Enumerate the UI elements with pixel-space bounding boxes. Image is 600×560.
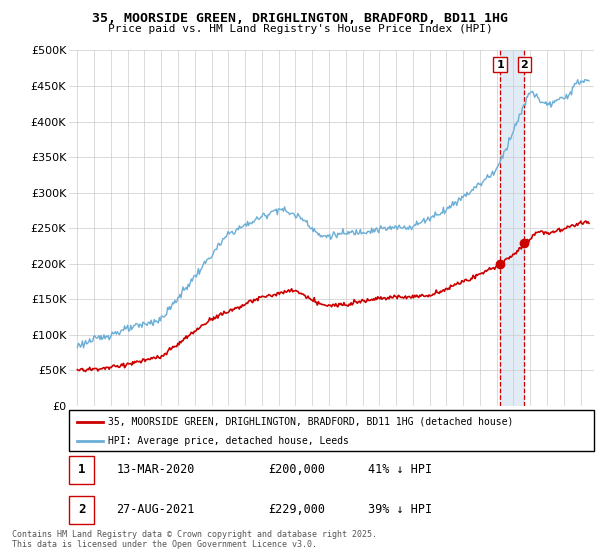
Text: Price paid vs. HM Land Registry's House Price Index (HPI): Price paid vs. HM Land Registry's House … (107, 24, 493, 34)
Bar (69, 496, 94, 524)
Bar (500, 50, 524, 406)
Bar (69, 456, 94, 484)
Text: 2: 2 (78, 503, 85, 516)
Text: 35, MOORSIDE GREEN, DRIGHLINGTON, BRADFORD, BD11 1HG (detached house): 35, MOORSIDE GREEN, DRIGHLINGTON, BRADFO… (109, 417, 514, 427)
Text: HPI: Average price, detached house, Leeds: HPI: Average price, detached house, Leed… (109, 436, 349, 446)
Text: £229,000: £229,000 (269, 503, 325, 516)
Text: 27-AUG-2021: 27-AUG-2021 (116, 503, 194, 516)
Text: 13-MAR-2020: 13-MAR-2020 (116, 463, 194, 477)
Text: 35, MOORSIDE GREEN, DRIGHLINGTON, BRADFORD, BD11 1HG: 35, MOORSIDE GREEN, DRIGHLINGTON, BRADFO… (92, 12, 508, 25)
Text: 39% ↓ HPI: 39% ↓ HPI (368, 503, 433, 516)
Text: £200,000: £200,000 (269, 463, 325, 477)
Text: 1: 1 (78, 463, 85, 477)
Text: 41% ↓ HPI: 41% ↓ HPI (368, 463, 433, 477)
Text: Contains HM Land Registry data © Crown copyright and database right 2025.
This d: Contains HM Land Registry data © Crown c… (12, 530, 377, 549)
Text: 1: 1 (496, 59, 504, 69)
Text: 2: 2 (521, 59, 528, 69)
